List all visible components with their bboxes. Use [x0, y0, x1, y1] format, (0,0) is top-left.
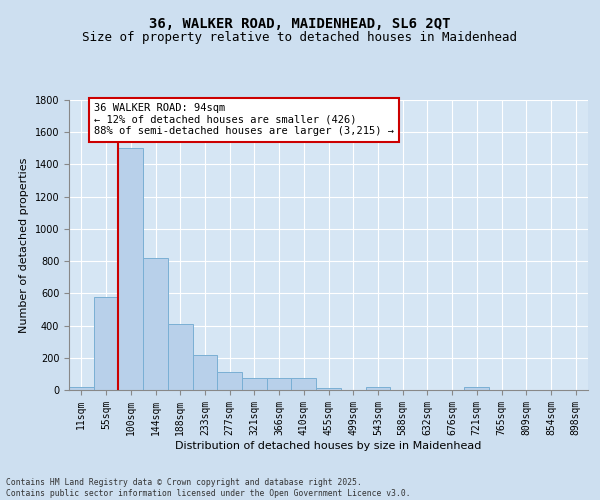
- Text: 36 WALKER ROAD: 94sqm
← 12% of detached houses are smaller (426)
88% of semi-det: 36 WALKER ROAD: 94sqm ← 12% of detached …: [94, 103, 394, 136]
- Bar: [464, 387, 489, 390]
- Bar: [118, 148, 143, 390]
- Bar: [365, 387, 390, 390]
- Y-axis label: Number of detached properties: Number of detached properties: [19, 158, 29, 332]
- Text: Size of property relative to detached houses in Maidenhead: Size of property relative to detached ho…: [83, 31, 517, 44]
- Bar: [316, 388, 341, 390]
- Bar: [242, 378, 267, 390]
- Bar: [94, 296, 118, 390]
- X-axis label: Distribution of detached houses by size in Maidenhead: Distribution of detached houses by size …: [175, 440, 482, 450]
- Text: 36, WALKER ROAD, MAIDENHEAD, SL6 2QT: 36, WALKER ROAD, MAIDENHEAD, SL6 2QT: [149, 18, 451, 32]
- Text: Contains HM Land Registry data © Crown copyright and database right 2025.
Contai: Contains HM Land Registry data © Crown c…: [6, 478, 410, 498]
- Bar: [143, 258, 168, 390]
- Bar: [193, 354, 217, 390]
- Bar: [69, 387, 94, 390]
- Bar: [267, 378, 292, 390]
- Bar: [217, 372, 242, 390]
- Bar: [292, 378, 316, 390]
- Bar: [168, 324, 193, 390]
